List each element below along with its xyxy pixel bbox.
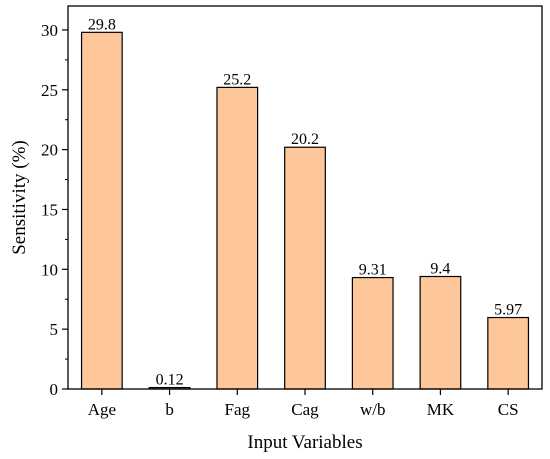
data-label: 5.97 bbox=[494, 302, 522, 319]
y-tick-label: 5 bbox=[50, 320, 59, 339]
data-label: 9.31 bbox=[359, 262, 387, 279]
bar-wb bbox=[351, 276, 394, 390]
data-label: 9.4 bbox=[430, 260, 450, 277]
data-labels-group: 29.8 0.12 25.2 20.2 9.31 9.4 5.97 bbox=[88, 16, 522, 388]
data-label: 0.12 bbox=[156, 372, 184, 389]
x-tick-label: Cag bbox=[291, 400, 319, 419]
bars-group bbox=[80, 31, 530, 390]
y-tick-label: 30 bbox=[41, 21, 58, 40]
x-tick-label: MK bbox=[427, 400, 455, 419]
data-label: 25.2 bbox=[223, 71, 251, 88]
x-tick-label: w/b bbox=[360, 400, 386, 419]
y-tick-label: 15 bbox=[41, 200, 58, 219]
data-label: 29.8 bbox=[88, 16, 116, 33]
data-label: 20.2 bbox=[291, 131, 319, 148]
y-tick-label: 0 bbox=[50, 380, 59, 399]
x-axis-ticks: Age b Fag Cag w/b MK CS bbox=[88, 389, 519, 419]
y-axis-ticks: 0 5 10 15 20 25 30 bbox=[41, 21, 68, 399]
bar-fag bbox=[216, 86, 259, 390]
x-axis-title: Input Variables bbox=[247, 432, 362, 453]
y-tick-label: 20 bbox=[41, 141, 58, 160]
y-tick-label: 25 bbox=[41, 81, 58, 100]
bar-cag bbox=[284, 146, 326, 390]
x-tick-label: b bbox=[165, 400, 174, 419]
x-tick-label: CS bbox=[498, 400, 519, 419]
bar-cs bbox=[487, 316, 530, 390]
x-tick-label: Age bbox=[88, 400, 116, 419]
x-tick-label: Fag bbox=[225, 400, 251, 419]
y-axis-title: Sensitivity (%) bbox=[9, 140, 30, 255]
y-tick-label: 10 bbox=[41, 260, 58, 279]
bar-mk bbox=[419, 275, 462, 390]
bar-age bbox=[80, 31, 123, 390]
